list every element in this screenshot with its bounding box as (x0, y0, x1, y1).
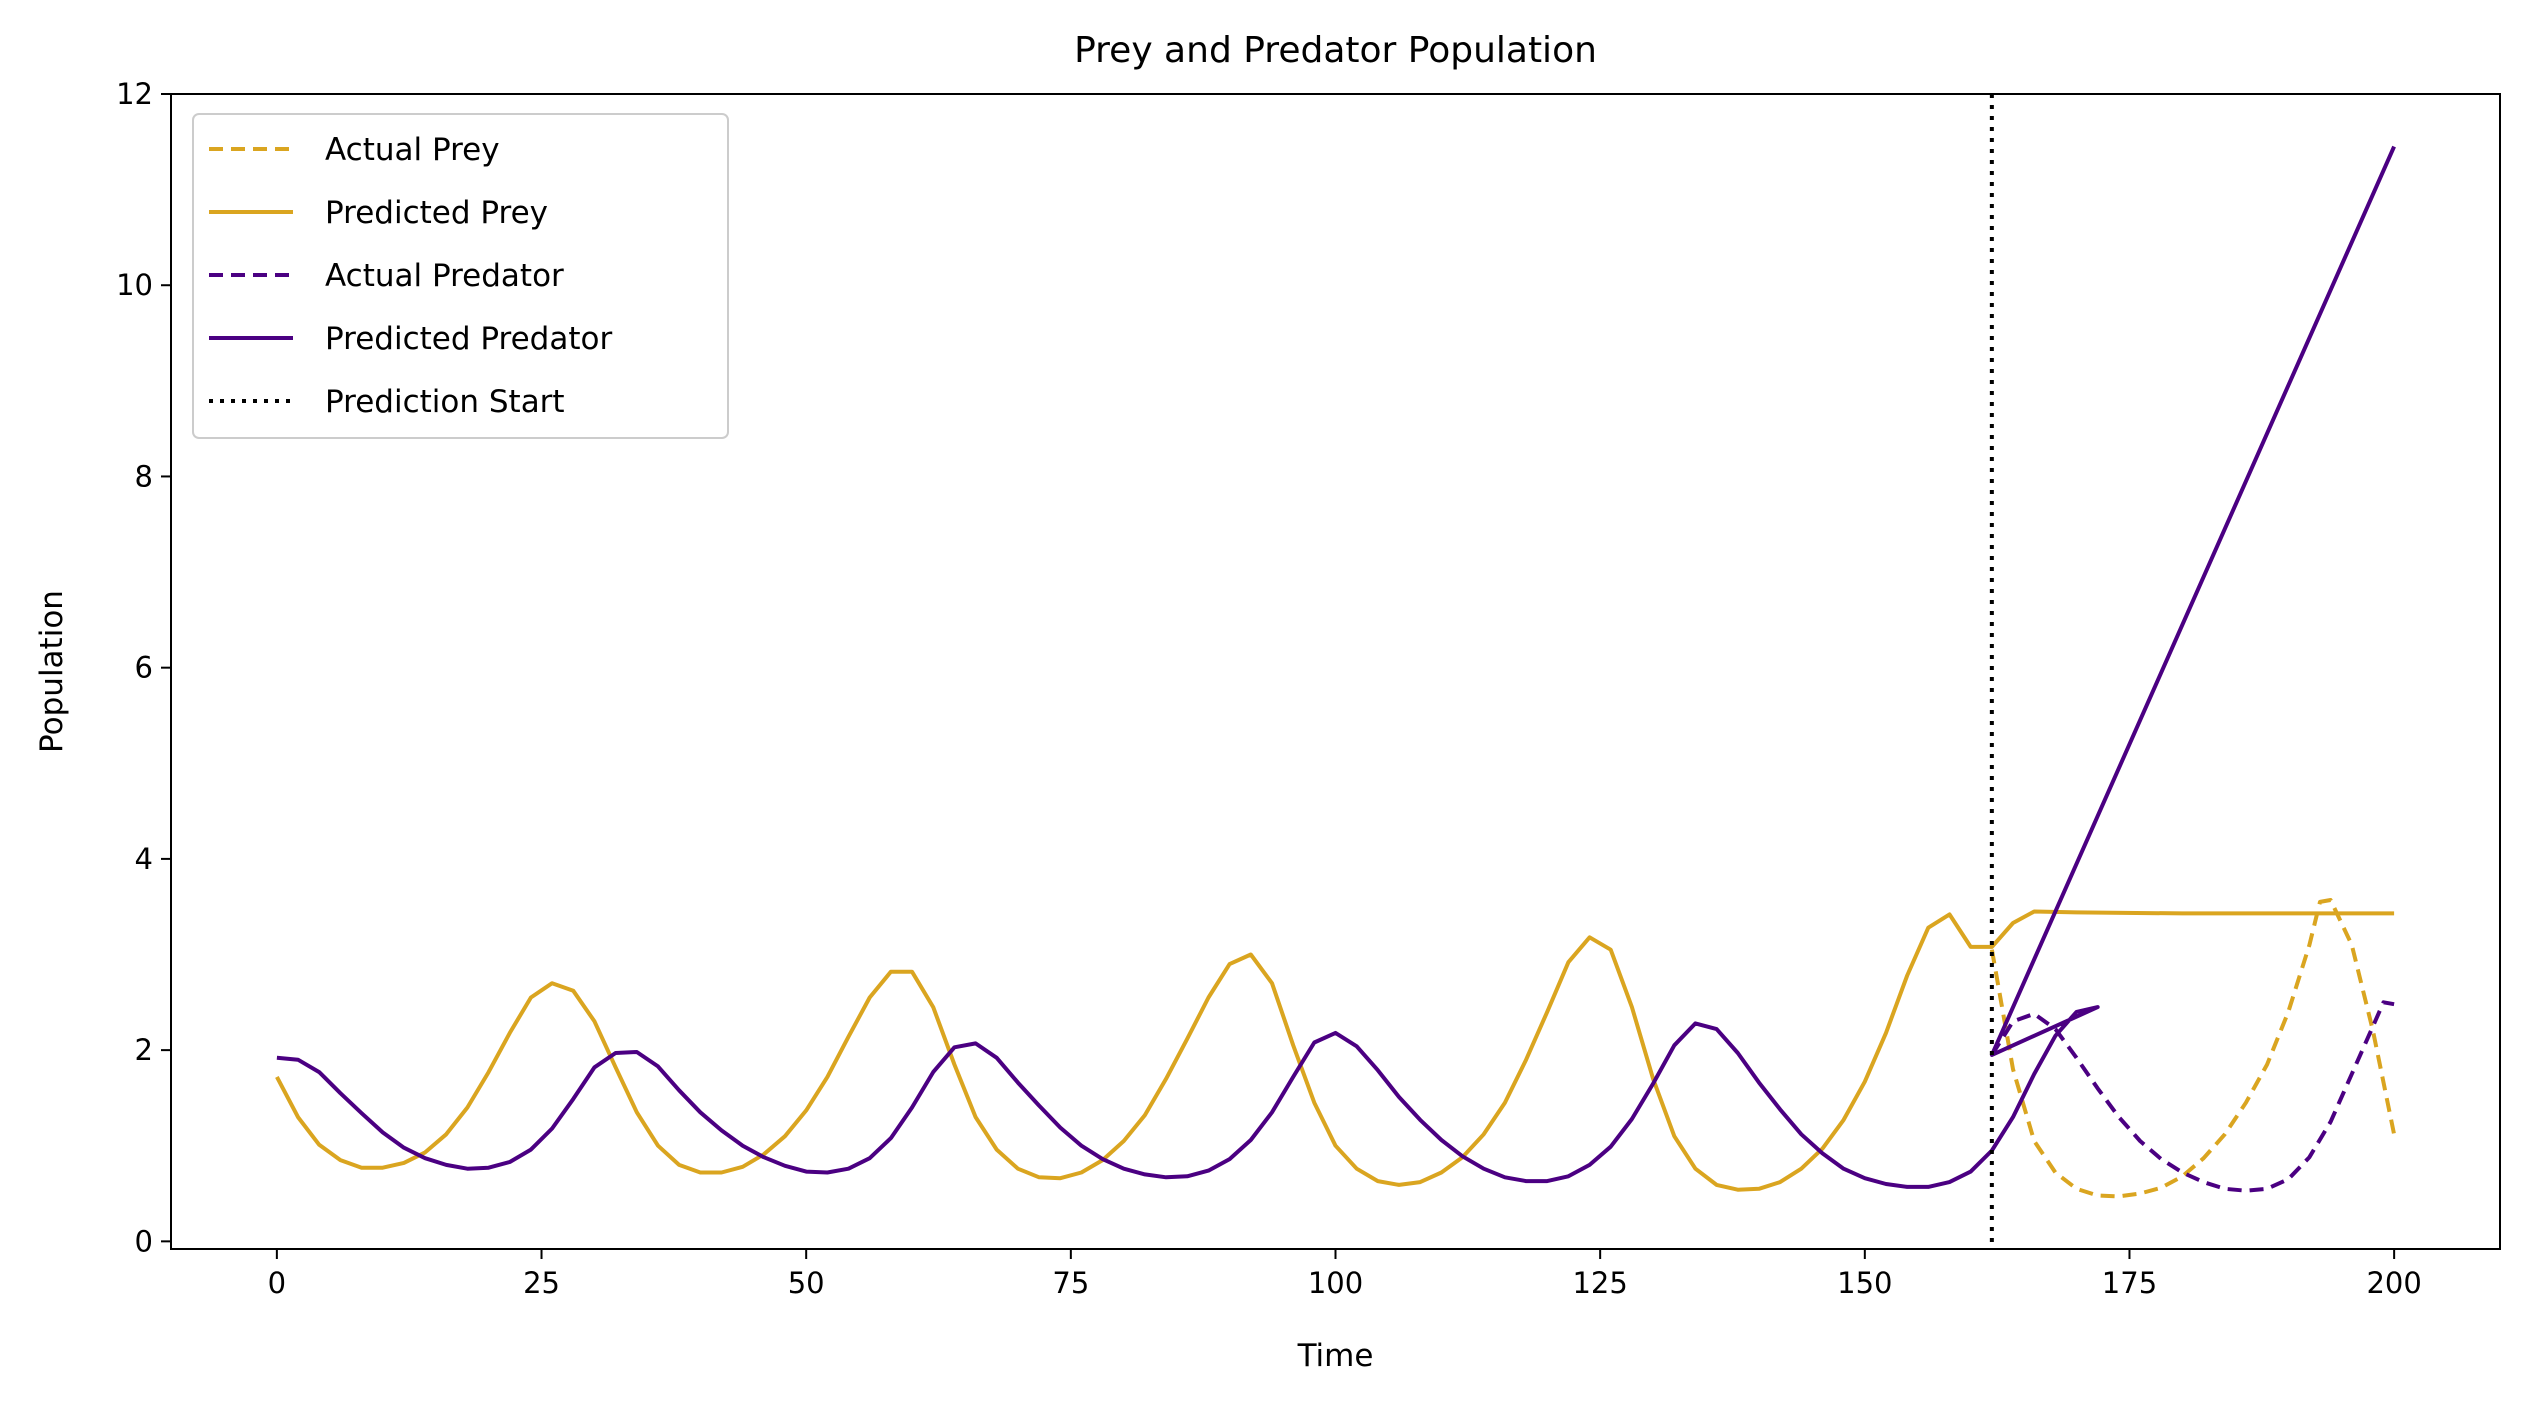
x-tick-label: 25 (523, 1266, 560, 1300)
x-tick-label: 175 (2102, 1266, 2157, 1300)
legend-label: Actual Predator (325, 258, 564, 294)
series-line-actual-predator (1990, 1000, 2395, 1193)
y-axis-label: Population (34, 590, 70, 753)
series-line-actual-prey (1989, 898, 2397, 1199)
legend-label: Prediction Start (325, 384, 565, 420)
y-tick-label: 0 (135, 1224, 153, 1258)
chart-title: Prey and Predator Population (1074, 30, 1597, 71)
y-tick-label: 6 (135, 651, 153, 685)
series-line-predicted-prey (275, 909, 2395, 1192)
legend-box (192, 113, 729, 439)
y-tick-label: 4 (135, 842, 153, 876)
x-tick-label: 150 (1837, 1266, 1892, 1300)
legend-label: Actual Prey (325, 132, 500, 168)
y-tick-label: 10 (116, 268, 153, 302)
legend: Actual Prey Predicted Prey Actual Predator… (192, 113, 729, 439)
x-tick-label: 200 (2366, 1266, 2421, 1300)
y-tick-label: 12 (116, 77, 153, 111)
x-axis-label: Time (1297, 1338, 1374, 1374)
legend-label: Predicted Prey (325, 195, 548, 231)
y-axis: 0 2 4 6 8 10 12 (116, 77, 171, 1258)
y-tick-label: 8 (135, 459, 153, 493)
x-axis: 0 25 50 75 100 125 150 175 200 (268, 1249, 2422, 1300)
legend-label: Predicted Predator (325, 321, 612, 357)
x-tick-label: 75 (1052, 1266, 1089, 1300)
x-tick-label: 100 (1308, 1266, 1363, 1300)
y-tick-label: 2 (135, 1033, 153, 1067)
x-tick-label: 50 (788, 1266, 825, 1300)
series-line-predicted-predator (276, 145, 2396, 1189)
x-tick-label: 125 (1572, 1266, 1627, 1300)
x-tick-label: 0 (268, 1266, 286, 1300)
